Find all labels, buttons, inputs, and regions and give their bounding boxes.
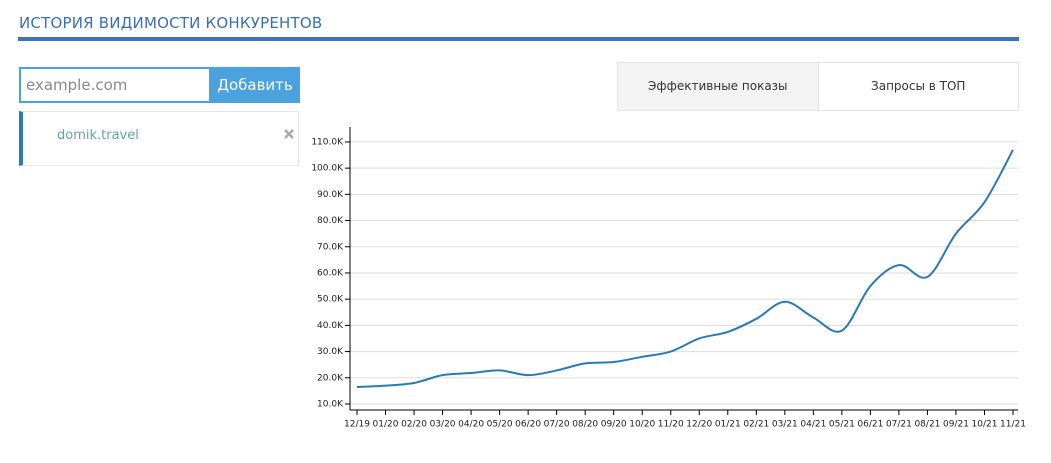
x-tick-label: 08/20	[572, 420, 598, 430]
x-tick-label: 05/20	[487, 420, 513, 430]
y-tick-label: 110.0K	[311, 137, 344, 147]
x-tick-label: 11/20	[658, 420, 684, 430]
y-tick-label: 20.0K	[317, 373, 344, 383]
x-tick-label: 06/20	[515, 420, 541, 430]
y-tick-label: 60.0K	[317, 268, 344, 278]
tab[interactable]: Запросы в ТОП	[871, 79, 966, 93]
tabs: Эффективные показы Запросы в ТОП	[617, 62, 1019, 111]
competitor-item[interactable]: domik.travel	[19, 111, 299, 166]
y-tick-label: 40.0K	[317, 321, 344, 331]
y-tick-label: 70.0K	[317, 242, 344, 252]
y-tick-label: 50.0K	[317, 295, 344, 305]
y-tick-label: 100.0K	[311, 164, 344, 174]
x-tick-label: 10/20	[629, 420, 655, 430]
x-tick-label: 12/19	[344, 420, 370, 430]
y-tick-label: 10.0K	[317, 399, 344, 409]
x-tick-label: 01/21	[715, 420, 741, 430]
x-tick-label: 03/20	[430, 420, 456, 430]
title-underline	[18, 37, 1019, 41]
competitor-name: domik.travel	[57, 128, 139, 143]
domain-input[interactable]: example.com	[19, 67, 211, 103]
x-tick-label: 09/21	[943, 420, 969, 430]
chart: 10.0K 20.0K 30.0K 40.0K 50.0K 60.0K 70.0K 80.0K…	[311, 127, 1026, 430]
x-tick-label: 08/21	[914, 420, 940, 430]
x-tick-label: 04/20	[458, 420, 484, 430]
x-tick-label: 04/21	[800, 420, 826, 430]
x-tick-label: 07/20	[544, 420, 570, 430]
remove-icon[interactable]	[283, 128, 295, 140]
section-title: ИСТОРИЯ ВИДИМОСТИ КОНКУРЕНТОВ	[19, 14, 323, 32]
tab[interactable]: Эффективные показы	[618, 63, 819, 110]
x-tick-label: 02/21	[743, 420, 769, 430]
x-tick-label: 10/21	[972, 420, 998, 430]
x-tick-label: 01/20	[373, 420, 399, 430]
x-tick-label: 12/20	[686, 420, 712, 430]
x-tick-label: 03/21	[772, 420, 798, 430]
x-tick-label: 07/21	[886, 420, 912, 430]
x-tick-label: 06/21	[857, 420, 883, 430]
x-tick-label: 05/21	[829, 420, 855, 430]
y-tick-label: 30.0K	[317, 347, 344, 357]
add-button[interactable]: Добавить	[210, 67, 300, 103]
x-tick-label: 09/20	[601, 420, 627, 430]
y-tick-label: 80.0K	[317, 216, 344, 226]
line	[356, 149, 1014, 388]
x-tick-label: 11/21	[1000, 420, 1026, 430]
x-tick-label: 02/20	[401, 420, 427, 430]
y-tick-label: 90.0K	[317, 190, 344, 200]
